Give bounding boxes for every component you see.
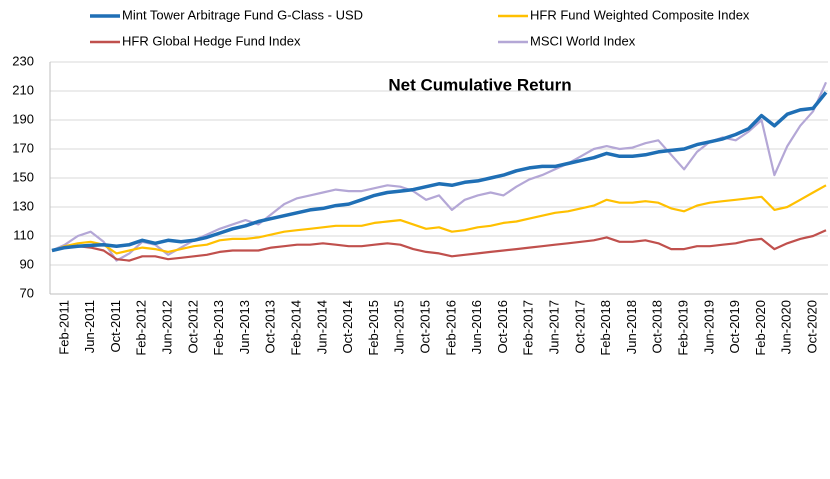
legend-label: Mint Tower Arbitrage Fund G-Class - USD <box>122 7 363 22</box>
y-tick-label: 70 <box>20 285 34 300</box>
x-tick-label: Oct-2017 <box>572 300 587 353</box>
y-tick-label: 210 <box>12 82 34 97</box>
x-tick-label: Jun-2013 <box>237 300 252 354</box>
x-tick-label: Oct-2018 <box>650 300 665 353</box>
chart-title: Net Cumulative Return <box>388 75 571 94</box>
series-line <box>51 91 828 253</box>
x-tick-label: Feb-2013 <box>211 300 226 356</box>
legend-label: HFR Global Hedge Fund Index <box>122 33 301 48</box>
y-tick-label: 110 <box>13 227 34 242</box>
series-line <box>51 229 827 262</box>
y-tick-label: 230 <box>12 53 34 68</box>
x-tick-label: Jun-2015 <box>392 300 407 354</box>
y-tick-label: 190 <box>12 111 34 126</box>
x-tick-label: Feb-2017 <box>521 300 536 356</box>
x-tick-label: Oct-2015 <box>418 300 433 353</box>
x-tick-label: Oct-2016 <box>495 300 510 353</box>
x-tick-label: Jun-2012 <box>160 300 175 354</box>
legend-label: MSCI World Index <box>530 33 636 48</box>
x-tick-label: Jun-2017 <box>547 300 562 354</box>
x-tick-label: Oct-2013 <box>263 300 278 353</box>
x-tick-label: Feb-2020 <box>753 300 768 356</box>
x-tick-label: Oct-2019 <box>727 300 742 353</box>
x-tick-label: Feb-2016 <box>443 300 458 356</box>
x-tick-label: Feb-2015 <box>366 300 381 356</box>
x-tick-label: Jun-2020 <box>779 300 794 354</box>
x-tick-label: Oct-2012 <box>185 300 200 353</box>
x-tick-label: Jun-2014 <box>314 300 329 354</box>
x-tick-label: Feb-2014 <box>289 300 304 356</box>
y-tick-label: 150 <box>12 169 34 184</box>
legend-label: HFR Fund Weighted Composite Index <box>530 7 750 22</box>
x-tick-label: Oct-2011 <box>108 300 123 353</box>
x-tick-label: Feb-2011 <box>56 300 71 355</box>
y-tick-label: 130 <box>12 198 34 213</box>
x-tick-label: Jun-2018 <box>624 300 639 354</box>
y-tick-label: 170 <box>12 140 34 155</box>
series-line <box>51 81 828 262</box>
x-tick-label: Jun-2016 <box>469 300 484 354</box>
x-tick-label: Oct-2014 <box>340 300 355 353</box>
x-tick-label: Feb-2012 <box>134 300 149 356</box>
x-tick-label: Jun-2011 <box>82 300 97 353</box>
x-tick-label: Feb-2019 <box>676 300 691 356</box>
y-tick-label: 90 <box>20 256 34 271</box>
x-tick-label: Jun-2019 <box>701 300 716 354</box>
series-line <box>51 184 827 255</box>
x-tick-label: Feb-2018 <box>598 300 613 356</box>
x-tick-label: Oct-2020 <box>805 300 820 353</box>
